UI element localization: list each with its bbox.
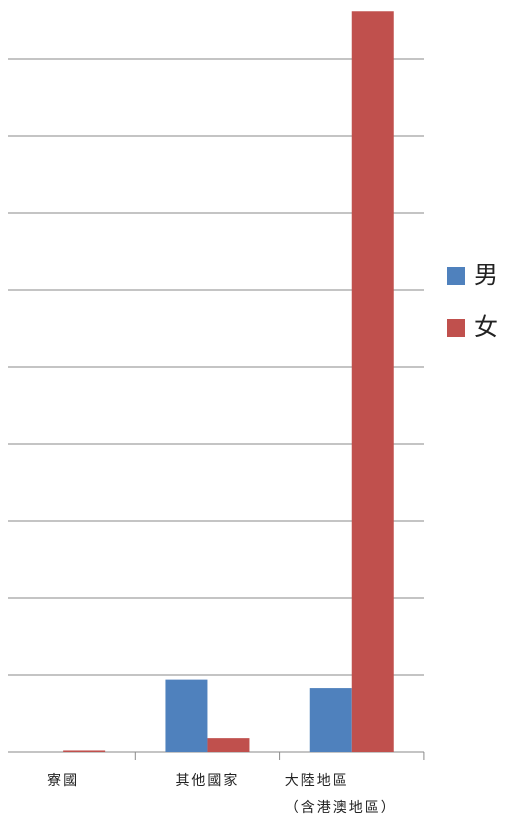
- bar: [207, 738, 250, 752]
- x-tick-label: 大陸地區: [285, 773, 349, 789]
- bar: [309, 688, 352, 752]
- bar: [63, 750, 106, 752]
- x-tick-label: 寮國: [47, 772, 79, 789]
- legend-swatch: [447, 319, 465, 337]
- legend-label: 女: [474, 313, 498, 341]
- legend-label: 男: [474, 261, 498, 289]
- x-tick-label: 其他國家: [175, 772, 239, 789]
- bar: [351, 11, 394, 752]
- legend-swatch: [447, 267, 465, 285]
- x-tick-label: （含港澳地區）: [285, 800, 397, 816]
- bar: [165, 679, 208, 752]
